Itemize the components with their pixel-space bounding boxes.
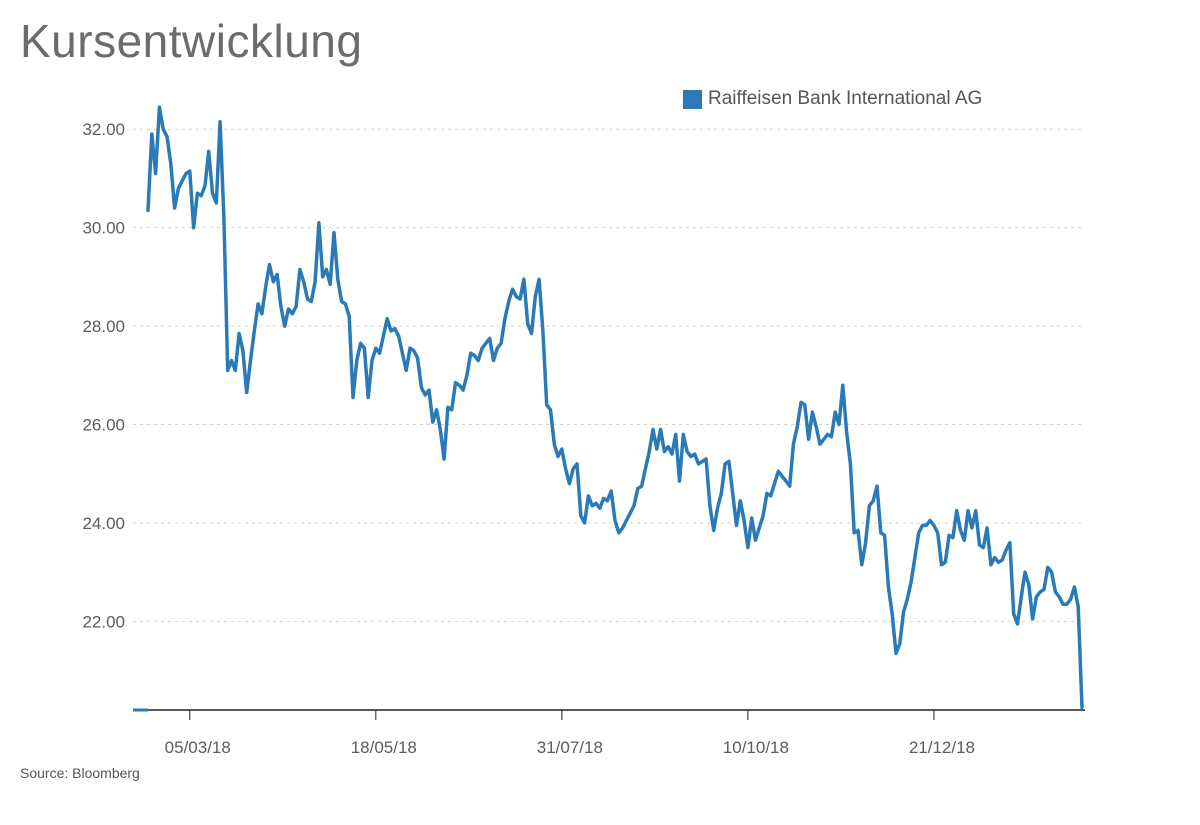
legend-label: Raiffeisen Bank International AG xyxy=(708,88,983,109)
source-note: Source: Bloomberg xyxy=(20,765,140,781)
x-tick-label: 05/03/18 xyxy=(165,738,231,757)
series-line-raiffeisen xyxy=(146,105,1084,710)
legend-swatch xyxy=(683,89,702,109)
y-tick-label: 24.00 xyxy=(82,514,125,533)
legend: Raiffeisen Bank International AG xyxy=(683,88,982,110)
y-tick-label: 26.00 xyxy=(82,416,125,435)
chart-title: Kursentwicklung xyxy=(20,15,363,67)
y-tick-label: 22.00 xyxy=(82,612,125,631)
x-tick-label: 31/07/18 xyxy=(537,738,603,757)
x-tick-label: 10/10/18 xyxy=(723,738,789,757)
y-tick-label: 28.00 xyxy=(82,317,125,336)
y-tick-label: 30.00 xyxy=(82,219,125,238)
x-tick-label: 21/12/18 xyxy=(909,738,975,757)
y-tick-label: 32.00 xyxy=(82,120,125,139)
x-tick-label: 18/05/18 xyxy=(351,738,417,757)
